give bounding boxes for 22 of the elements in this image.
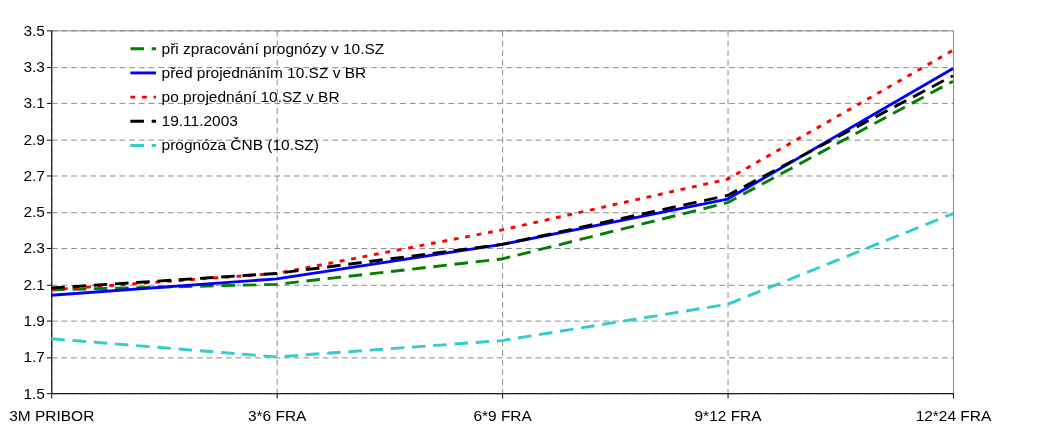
x-tick-label: 3*6 FRA [247, 406, 308, 424]
line-series [49, 212, 955, 359]
y-tick-label: 2.7 [23, 166, 45, 184]
legend-label: při zpracování prognózy v 10.SZ [161, 39, 385, 57]
y-tick-label: 2.9 [23, 130, 45, 148]
legend-label: 19.11.2003 [161, 112, 238, 130]
x-tick-label: 6*9 FRA [473, 406, 533, 424]
y-tick-label: 2.1 [23, 275, 45, 293]
x-tick-label: 12*24 FRA [915, 406, 992, 424]
x-tick-label: 3M PRIBOR [9, 406, 95, 424]
y-tick-label: 1.7 [23, 348, 45, 366]
y-tick-label: 3.3 [23, 57, 45, 75]
y-tick-label: 2.5 [23, 203, 45, 221]
y-tick-label: 2.3 [23, 239, 45, 257]
y-tick-label: 1.5 [23, 384, 45, 402]
y-tick-label: 1.9 [23, 311, 45, 329]
legend-label: před projednáním 10.SZ v BR [161, 63, 367, 81]
legend-label: po projednání 10.SZ v BR [161, 87, 340, 105]
y-tick-label: 3.5 [23, 21, 45, 39]
x-tick-label: 9*12 FRA [694, 406, 763, 424]
y-tick-label: 3.1 [23, 94, 45, 112]
legend-label: prognóza ČNB (10.SZ) [161, 136, 319, 154]
